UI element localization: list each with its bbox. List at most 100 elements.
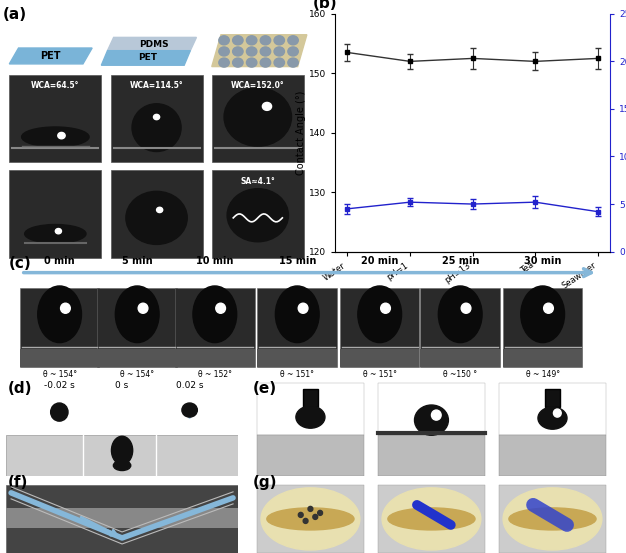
Circle shape <box>274 47 284 56</box>
Circle shape <box>138 303 148 314</box>
FancyArrowPatch shape <box>24 269 592 276</box>
Ellipse shape <box>509 508 596 530</box>
Circle shape <box>216 303 225 314</box>
Circle shape <box>288 36 298 45</box>
Circle shape <box>219 47 229 56</box>
Circle shape <box>298 303 308 314</box>
Ellipse shape <box>503 488 602 550</box>
Circle shape <box>224 88 292 146</box>
Circle shape <box>247 47 257 56</box>
Text: (g): (g) <box>252 475 277 490</box>
Text: 20 min: 20 min <box>361 257 398 267</box>
Ellipse shape <box>296 406 325 428</box>
Text: θ ~150 °: θ ~150 ° <box>443 370 477 379</box>
Ellipse shape <box>388 508 475 530</box>
FancyBboxPatch shape <box>20 288 100 367</box>
Circle shape <box>156 207 163 212</box>
FancyBboxPatch shape <box>257 485 364 553</box>
FancyBboxPatch shape <box>9 170 101 258</box>
Circle shape <box>288 47 298 56</box>
Y-axis label: Contact Angle (°): Contact Angle (°) <box>296 91 306 175</box>
FancyBboxPatch shape <box>303 389 318 407</box>
Ellipse shape <box>132 104 181 152</box>
FancyBboxPatch shape <box>421 348 500 367</box>
Circle shape <box>51 403 68 421</box>
Ellipse shape <box>382 488 481 550</box>
FancyBboxPatch shape <box>340 288 419 367</box>
Text: 15 min: 15 min <box>279 257 316 267</box>
Circle shape <box>288 58 298 67</box>
FancyBboxPatch shape <box>6 508 238 528</box>
Circle shape <box>431 410 441 420</box>
Ellipse shape <box>113 461 131 471</box>
FancyBboxPatch shape <box>257 435 364 476</box>
Text: 0 s: 0 s <box>115 381 129 390</box>
Circle shape <box>461 303 471 314</box>
Circle shape <box>233 47 243 56</box>
FancyBboxPatch shape <box>503 288 582 367</box>
FancyBboxPatch shape <box>257 288 337 367</box>
Text: WCA=64.5°: WCA=64.5° <box>31 81 80 90</box>
FancyBboxPatch shape <box>499 485 606 553</box>
Text: θ ~ 152°: θ ~ 152° <box>198 370 232 379</box>
Circle shape <box>381 303 391 314</box>
Circle shape <box>274 58 284 67</box>
Ellipse shape <box>115 286 159 343</box>
Text: θ ~ 154°: θ ~ 154° <box>43 370 76 379</box>
FancyBboxPatch shape <box>98 288 177 367</box>
Circle shape <box>219 36 229 45</box>
Circle shape <box>247 58 257 67</box>
Ellipse shape <box>24 225 86 243</box>
Text: WCA=152.0°: WCA=152.0° <box>231 81 285 90</box>
Ellipse shape <box>261 488 360 550</box>
Circle shape <box>313 514 317 519</box>
Ellipse shape <box>267 508 354 530</box>
FancyBboxPatch shape <box>378 435 485 476</box>
FancyBboxPatch shape <box>421 288 500 367</box>
Circle shape <box>317 510 322 515</box>
Ellipse shape <box>111 436 133 465</box>
Ellipse shape <box>358 286 402 343</box>
Circle shape <box>543 303 553 314</box>
FancyBboxPatch shape <box>98 348 177 367</box>
FancyBboxPatch shape <box>378 383 485 435</box>
FancyBboxPatch shape <box>378 485 485 553</box>
Circle shape <box>553 409 561 417</box>
Ellipse shape <box>438 286 482 343</box>
Circle shape <box>153 114 160 119</box>
FancyBboxPatch shape <box>9 75 101 162</box>
FancyBboxPatch shape <box>111 170 203 258</box>
FancyBboxPatch shape <box>545 389 560 407</box>
Circle shape <box>126 191 187 244</box>
Text: (e): (e) <box>252 381 277 396</box>
Ellipse shape <box>21 127 89 147</box>
Text: 10 min: 10 min <box>196 257 233 267</box>
Text: θ ~ 154°: θ ~ 154° <box>120 370 154 379</box>
Circle shape <box>247 36 257 45</box>
Ellipse shape <box>182 403 197 417</box>
Circle shape <box>308 507 313 512</box>
Text: θ ~ 151°: θ ~ 151° <box>362 370 397 379</box>
Polygon shape <box>101 51 190 65</box>
Text: 5 min: 5 min <box>122 257 153 267</box>
Ellipse shape <box>414 405 448 435</box>
Text: -0.02 s: -0.02 s <box>44 381 74 390</box>
FancyBboxPatch shape <box>212 75 304 162</box>
Ellipse shape <box>538 407 567 429</box>
FancyBboxPatch shape <box>499 435 606 476</box>
Text: (a): (a) <box>3 7 28 22</box>
Circle shape <box>58 132 65 139</box>
FancyBboxPatch shape <box>20 348 100 367</box>
Text: (f): (f) <box>8 475 29 490</box>
Circle shape <box>262 102 272 111</box>
FancyBboxPatch shape <box>340 348 419 367</box>
Ellipse shape <box>521 286 565 343</box>
Text: PET: PET <box>138 53 157 62</box>
Ellipse shape <box>193 286 237 343</box>
FancyBboxPatch shape <box>6 485 238 553</box>
Text: (c): (c) <box>9 257 32 272</box>
Polygon shape <box>108 38 197 51</box>
Circle shape <box>233 58 243 67</box>
Text: PET: PET <box>41 51 61 61</box>
Ellipse shape <box>275 286 319 343</box>
